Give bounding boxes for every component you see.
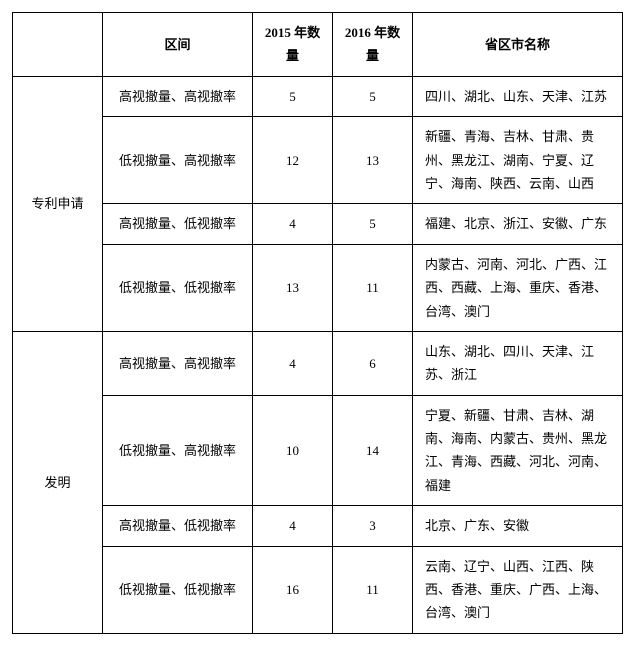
- interval-cell: 高视撤量、低视撤率: [103, 506, 253, 546]
- count2016-cell: 6: [333, 331, 413, 395]
- interval-cell: 低视撤量、高视撤率: [103, 117, 253, 204]
- count2016-cell: 13: [333, 117, 413, 204]
- data-table: 区间 2015 年数量 2016 年数量 省区市名称 专利申请 高视撤量、高视撤…: [12, 12, 623, 634]
- provinces-cell: 四川、湖北、山东、天津、江苏: [413, 76, 623, 116]
- interval-cell: 高视撤量、低视撤率: [103, 204, 253, 244]
- table-body: 专利申请 高视撤量、高视撤率 5 5 四川、湖北、山东、天津、江苏 低视撤量、高…: [13, 76, 623, 633]
- provinces-cell: 云南、辽宁、山西、江西、陕西、香港、重庆、广西、上海、台湾、澳门: [413, 546, 623, 633]
- count2015-cell: 12: [253, 117, 333, 204]
- provinces-cell: 福建、北京、浙江、安徽、广东: [413, 204, 623, 244]
- header-count2015: 2015 年数量: [253, 13, 333, 77]
- count2016-cell: 11: [333, 244, 413, 331]
- table-row: 高视撤量、低视撤率 4 5 福建、北京、浙江、安徽、广东: [13, 204, 623, 244]
- header-row: 区间 2015 年数量 2016 年数量 省区市名称: [13, 13, 623, 77]
- category-cell: 发明: [13, 331, 103, 633]
- count2015-cell: 4: [253, 204, 333, 244]
- count2016-cell: 3: [333, 506, 413, 546]
- table-row: 低视撤量、高视撤率 12 13 新疆、青海、吉林、甘肃、贵州、黑龙江、湖南、宁夏…: [13, 117, 623, 204]
- count2016-cell: 14: [333, 395, 413, 506]
- table-row: 低视撤量、高视撤率 10 14 宁夏、新疆、甘肃、吉林、湖南、海南、内蒙古、贵州…: [13, 395, 623, 506]
- interval-cell: 低视撤量、低视撤率: [103, 546, 253, 633]
- header-interval: 区间: [103, 13, 253, 77]
- count2016-cell: 5: [333, 76, 413, 116]
- table-row: 专利申请 高视撤量、高视撤率 5 5 四川、湖北、山东、天津、江苏: [13, 76, 623, 116]
- count2015-cell: 5: [253, 76, 333, 116]
- count2016-cell: 11: [333, 546, 413, 633]
- provinces-cell: 宁夏、新疆、甘肃、吉林、湖南、海南、内蒙古、贵州、黑龙江、青海、西藏、河北、河南…: [413, 395, 623, 506]
- interval-cell: 高视撤量、高视撤率: [103, 331, 253, 395]
- provinces-cell: 内蒙古、河南、河北、广西、江西、西藏、上海、重庆、香港、台湾、澳门: [413, 244, 623, 331]
- count2016-cell: 5: [333, 204, 413, 244]
- count2015-cell: 4: [253, 331, 333, 395]
- interval-cell: 低视撤量、高视撤率: [103, 395, 253, 506]
- table-row: 低视撤量、低视撤率 13 11 内蒙古、河南、河北、广西、江西、西藏、上海、重庆…: [13, 244, 623, 331]
- table-row: 低视撤量、低视撤率 16 11 云南、辽宁、山西、江西、陕西、香港、重庆、广西、…: [13, 546, 623, 633]
- interval-cell: 高视撤量、高视撤率: [103, 76, 253, 116]
- header-provinces: 省区市名称: [413, 13, 623, 77]
- provinces-cell: 新疆、青海、吉林、甘肃、贵州、黑龙江、湖南、宁夏、辽宁、海南、陕西、云南、山西: [413, 117, 623, 204]
- header-blank: [13, 13, 103, 77]
- header-count2016: 2016 年数量: [333, 13, 413, 77]
- category-cell: 专利申请: [13, 76, 103, 331]
- count2015-cell: 13: [253, 244, 333, 331]
- count2015-cell: 16: [253, 546, 333, 633]
- provinces-cell: 北京、广东、安徽: [413, 506, 623, 546]
- provinces-cell: 山东、湖北、四川、天津、江苏、浙江: [413, 331, 623, 395]
- table-row: 高视撤量、低视撤率 4 3 北京、广东、安徽: [13, 506, 623, 546]
- count2015-cell: 10: [253, 395, 333, 506]
- interval-cell: 低视撤量、低视撤率: [103, 244, 253, 331]
- table-row: 发明 高视撤量、高视撤率 4 6 山东、湖北、四川、天津、江苏、浙江: [13, 331, 623, 395]
- count2015-cell: 4: [253, 506, 333, 546]
